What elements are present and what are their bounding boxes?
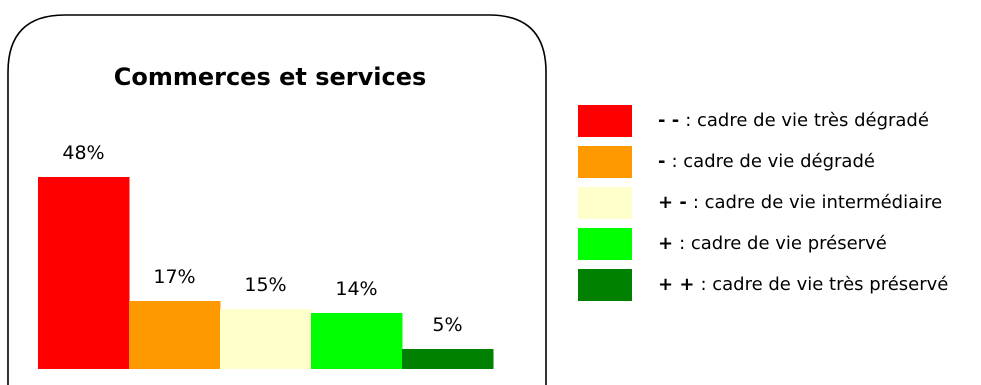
bar-value-label-1: 48% (62, 142, 104, 164)
bar-value-label-4: 14% (335, 278, 377, 300)
legend-symbol-1: - - (658, 110, 679, 131)
bar-5 (402, 349, 494, 369)
legend-swatch-4 (578, 228, 632, 260)
legend-entry-1: - - : cadre de vie très dégradé (658, 110, 929, 131)
legend-text-1: : cadre de vie très dégradé (685, 110, 929, 131)
legend-symbol-2: - (658, 151, 665, 172)
bar-3 (220, 309, 312, 369)
bar-value-label-3: 15% (244, 274, 286, 296)
legend-swatch-5 (578, 269, 632, 301)
legend-symbol-4: + (658, 233, 673, 254)
legend-swatch-1 (578, 105, 632, 137)
legend: - -: cadre de vie très dégradé-: cadre d… (578, 105, 948, 301)
legend-swatch-2 (578, 146, 632, 178)
bar-group: 48% 17% 15% 14% 5% (38, 142, 494, 369)
chart-frame (7, 14, 547, 385)
bar-value-label-2: 17% (153, 266, 195, 288)
legend-text-2: : cadre de vie dégradé (671, 151, 874, 172)
legend-text-4: : cadre de vie préservé (679, 233, 887, 254)
legend-entry-3: + - : cadre de vie intermédiaire (658, 192, 942, 213)
legend-entry-4: + : cadre de vie préservé (658, 233, 887, 254)
legend-symbol-3: + - (658, 192, 687, 213)
legend-text-3: : cadre de vie intermédiaire (693, 192, 942, 213)
bar-1 (38, 177, 130, 369)
bar-value-label-5: 5% (432, 314, 462, 336)
chart-title: Commerces et services (114, 63, 427, 91)
legend-symbol-5: + + (658, 274, 694, 295)
legend-entry-5: + + : cadre de vie très préservé (658, 274, 948, 295)
legend-text-5: : cadre de vie très préservé (700, 274, 948, 295)
legend-swatch-3 (578, 187, 632, 219)
bar-4 (311, 313, 403, 369)
bar-2 (129, 301, 221, 369)
legend-entry-2: -: cadre de vie dégradé (658, 151, 875, 172)
